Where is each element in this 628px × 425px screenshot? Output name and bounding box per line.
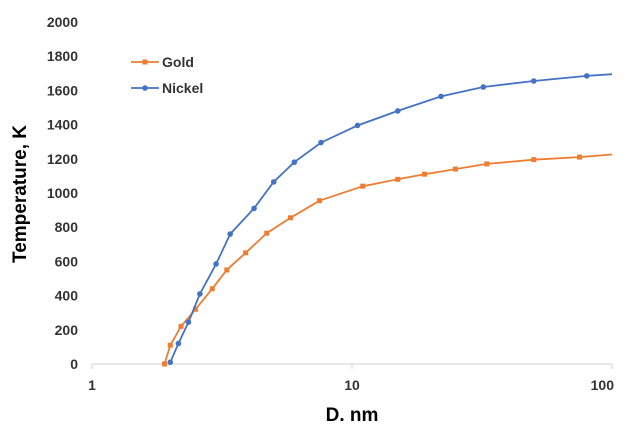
series-gold (161, 153, 613, 367)
data-point (584, 73, 590, 79)
legend: Gold Nickel (131, 54, 203, 96)
legend-label: Nickel (162, 80, 203, 96)
series-line (169, 73, 613, 363)
data-point (452, 166, 458, 172)
data-point (360, 183, 366, 189)
series-line (163, 153, 613, 365)
data-point (264, 230, 270, 236)
data-point (185, 319, 192, 325)
data-point (209, 286, 215, 292)
data-point (421, 171, 427, 177)
y-tick-label: 1000 (47, 185, 78, 201)
data-point (251, 205, 257, 212)
data-point (213, 261, 219, 267)
data-point (167, 342, 173, 348)
data-point (192, 306, 198, 312)
data-point (197, 291, 203, 297)
data-point (438, 93, 444, 100)
y-axis-title: Temperature, K (10, 125, 31, 263)
x-axis-title: D. nm (326, 405, 379, 425)
y-tick-label: 1800 (47, 48, 78, 64)
y-tick-label: 600 (55, 253, 79, 269)
data-point (175, 340, 182, 347)
plot-area (92, 73, 613, 367)
legend-marker (142, 85, 148, 91)
x-axis-ticks: 1 10 100 (88, 364, 614, 393)
data-point (317, 198, 323, 204)
data-point (178, 323, 184, 329)
data-point (318, 139, 324, 146)
data-point (480, 84, 487, 90)
data-point (270, 179, 277, 185)
y-tick-label: 800 (55, 219, 79, 235)
data-point (227, 231, 233, 237)
data-point (530, 78, 537, 84)
data-point (531, 157, 537, 163)
data-point (224, 267, 230, 273)
data-point (394, 108, 401, 114)
y-tick-label: 200 (55, 322, 79, 338)
y-tick-label: 1200 (47, 151, 78, 167)
data-point (395, 176, 401, 182)
legend-label: Gold (162, 54, 194, 70)
y-tick-label: 400 (55, 288, 79, 304)
x-tick-label: 1 (88, 377, 96, 393)
y-tick-label: 0 (70, 356, 78, 372)
x-tick-label: 10 (344, 377, 360, 393)
data-point (484, 161, 490, 167)
x-tick-label: 100 (591, 377, 615, 393)
legend-marker (142, 59, 148, 65)
data-point (577, 154, 583, 160)
data-point (291, 159, 298, 166)
series-nickel (167, 73, 613, 366)
y-tick-label: 2000 (47, 14, 78, 30)
data-point (243, 250, 249, 256)
y-tick-label: 1600 (47, 82, 78, 98)
data-point (354, 122, 361, 129)
y-tick-label: 1400 (47, 117, 78, 133)
y-axis-ticks: 0 200 400 600 800 1000 1200 1400 1600 1800 2000 (47, 14, 78, 372)
data-point (167, 359, 174, 366)
data-point (287, 215, 293, 221)
data-point (161, 361, 167, 367)
